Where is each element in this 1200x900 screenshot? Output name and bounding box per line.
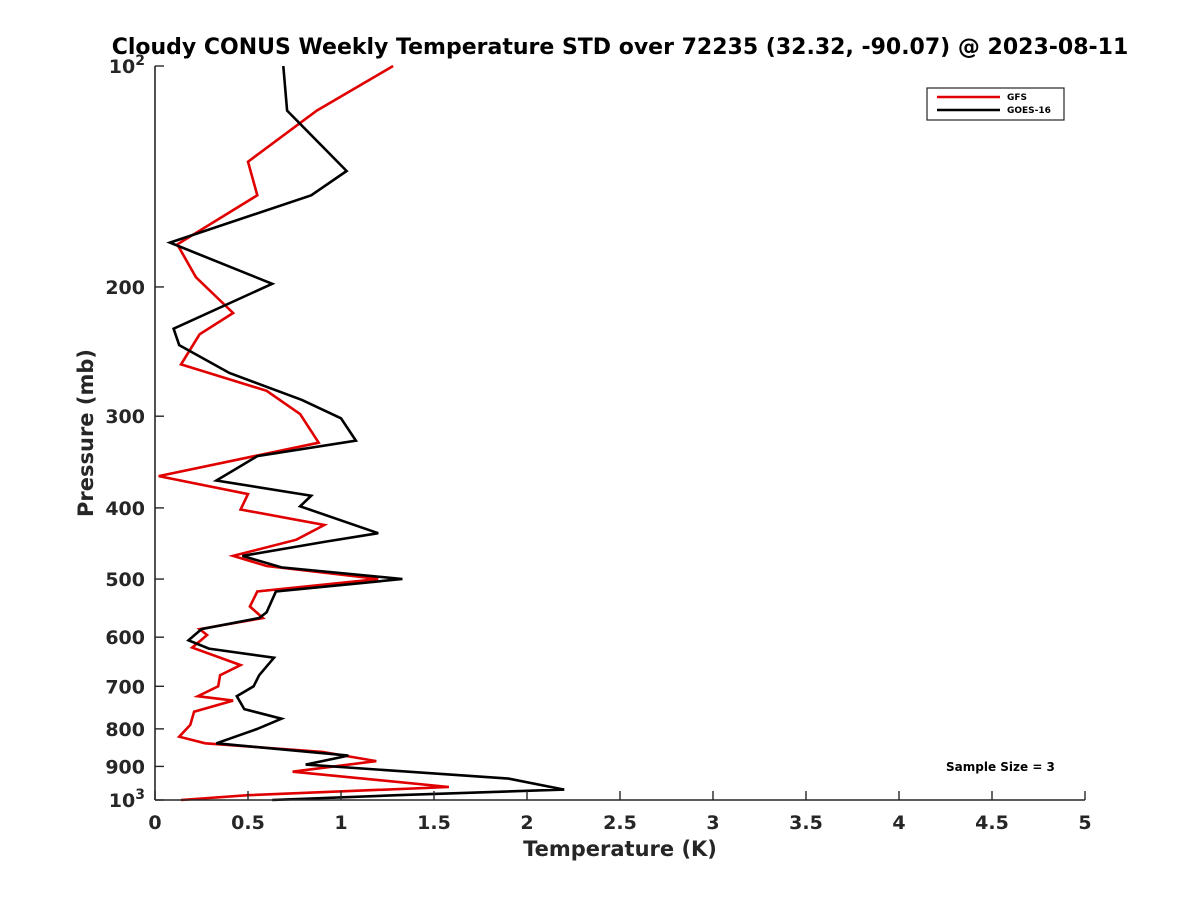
x-tick-label: 4 (892, 812, 905, 834)
y-tick-label: 800 (105, 719, 145, 741)
x-tick-label: 2.5 (603, 812, 637, 834)
x-tick-label: 0.5 (231, 812, 265, 834)
x-ticks: 0 0.5 1 1.5 2 2.5 3 3.5 4 4.5 5 (148, 791, 1092, 834)
x-tick-label: 3 (706, 812, 719, 834)
x-axis-label: Temperature (K) (523, 837, 717, 861)
legend-label-gfs: GFS (1007, 93, 1027, 103)
y-axis-label: Pressure (mb) (74, 349, 98, 517)
x-tick-label: 3.5 (789, 812, 823, 834)
x-tick-label: 2 (520, 812, 533, 834)
axes (154, 66, 1085, 801)
sample-size-annotation: Sample Size = 3 (946, 760, 1055, 774)
x-tick-label: 5 (1078, 812, 1091, 834)
series-line-goes16 (166, 65, 565, 802)
y-tick-label: 103 (109, 787, 145, 812)
y-ticks: 102 200 300 400 500 600 700 800 900 103 (105, 53, 164, 812)
y-tick-label: 900 (105, 756, 145, 778)
chart-title: Cloudy CONUS Weekly Temperature STD over… (112, 35, 1129, 60)
legend-label-goes16: GOES-16 (1007, 106, 1051, 116)
y-tick-label: 700 (105, 676, 145, 698)
x-tick-label: 1 (334, 812, 347, 834)
x-tick-label: 4.5 (975, 812, 1009, 834)
y-tick-label: 300 (105, 406, 145, 428)
series-layer (158, 64, 565, 802)
y-tick-label: 500 (105, 569, 145, 591)
y-tick-label: 400 (105, 498, 145, 520)
y-tick-label: 200 (105, 277, 145, 299)
x-tick-label: 0 (148, 812, 161, 834)
x-tick-label: 1.5 (417, 812, 451, 834)
y-tick-label: 600 (105, 627, 145, 649)
series-line-gfs (158, 64, 450, 802)
legend-box (926, 87, 1065, 121)
y-tick-label: 102 (109, 53, 145, 78)
legend: GFS GOES-16 (926, 87, 1065, 121)
